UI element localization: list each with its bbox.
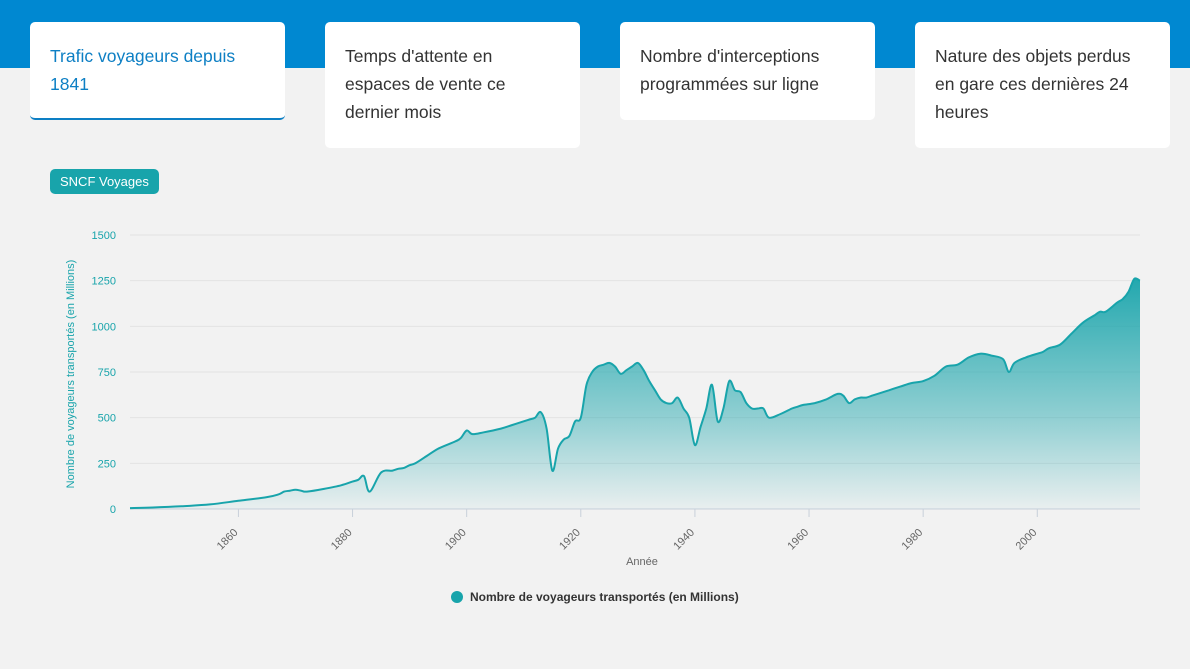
x-tick-label: 1960 <box>785 527 811 553</box>
series-area <box>130 278 1140 509</box>
tab-trafic-voyageurs[interactable]: Trafic voyageurs depuis 1841 <box>30 22 285 120</box>
y-axis-title: Nombre de voyageurs transportés (en Mill… <box>65 260 77 489</box>
tab-label: Temps d'attente en espaces de vente ce d… <box>345 46 506 122</box>
chart-legend-item[interactable]: Nombre de voyageurs transportés (en Mill… <box>451 588 739 606</box>
x-axis-title: Année <box>626 556 658 568</box>
y-tick-label: 1500 <box>92 230 116 242</box>
x-tick-label: 1860 <box>215 527 241 553</box>
traffic-chart: 0 250 500 750 1000 1250 1500 1860 1880 1900 1920 19… <box>65 230 1141 568</box>
legend-marker <box>451 591 463 603</box>
y-tick-label: 250 <box>98 458 116 470</box>
x-tick-label: 1920 <box>557 527 583 553</box>
tab-label: Trafic voyageurs depuis 1841 <box>50 46 236 94</box>
x-tick-label: 2000 <box>1014 527 1040 553</box>
series-line <box>129 277 1141 510</box>
y-tick-label: 500 <box>98 413 116 425</box>
y-tick-label: 750 <box>98 367 116 379</box>
tab-label: Nature des objets perdus en gare ces der… <box>935 46 1131 122</box>
x-tick-label: 1880 <box>329 527 355 553</box>
x-tick-label: 1900 <box>443 527 469 553</box>
tab-temps-attente[interactable]: Temps d'attente en espaces de vente ce d… <box>325 22 580 148</box>
tab-label: Nombre d'interceptions programmées sur l… <box>640 46 820 94</box>
y-tick-label: 1000 <box>92 321 116 333</box>
tab-interceptions[interactable]: Nombre d'interceptions programmées sur l… <box>620 22 875 120</box>
y-tick-label: 1250 <box>92 276 116 288</box>
y-tick-label: 0 <box>110 504 116 516</box>
tab-objets-perdus[interactable]: Nature des objets perdus en gare ces der… <box>915 22 1170 148</box>
sncf-voyages-badge: SNCF Voyages <box>50 169 159 194</box>
legend-label: Nombre de voyageurs transportés (en Mill… <box>470 590 739 604</box>
x-tick-label: 1940 <box>671 527 697 553</box>
tab-bar: Trafic voyageurs depuis 1841 Temps d'att… <box>0 0 1190 160</box>
x-tick-label: 1980 <box>899 527 925 553</box>
